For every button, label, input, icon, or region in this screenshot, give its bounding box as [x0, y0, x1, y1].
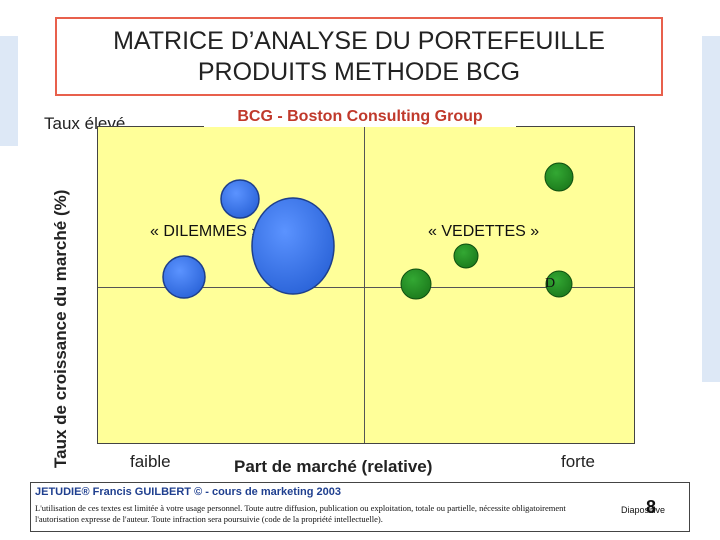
right-accent-bar	[702, 36, 720, 382]
footer-legal-notice: L'utilisation de ces textes est limitée …	[35, 503, 566, 524]
footer-heading: JETUDIE® Francis GUILBERT © - cours de m…	[35, 486, 341, 498]
title-line-1: MATRICE D’ANALYSE DU PORTEFEUILLE	[113, 26, 605, 55]
bubble-letter-d: D	[545, 276, 556, 291]
title-line-2: PRODUITS METHODE BCG	[197, 57, 521, 86]
slide-number: 8	[646, 497, 657, 517]
y-axis-label: Taux de croissance du marché (%)	[51, 189, 70, 468]
x-axis-high-label: forte	[561, 452, 596, 471]
slide-label: Diapositive	[621, 505, 666, 515]
quadrant-label-vedettes: « VEDETTES »	[428, 223, 540, 240]
bcg-heading: BCG - Boston Consulting Group	[204, 106, 516, 127]
title-box: MATRICE D’ANALYSE DU PORTEFEUILLE PRODUI…	[55, 17, 663, 96]
quadrant-label-dilemmes: « DILEMMES »	[150, 223, 261, 240]
left-accent-bar	[0, 36, 18, 146]
vertical-divider	[364, 127, 365, 443]
footer: JETUDIE® Francis GUILBERT © - cours de m…	[30, 482, 690, 532]
x-axis-label: Part de marché (relative)	[234, 457, 433, 476]
x-axis-low-label: faible	[130, 452, 171, 471]
horizontal-divider	[98, 287, 634, 288]
